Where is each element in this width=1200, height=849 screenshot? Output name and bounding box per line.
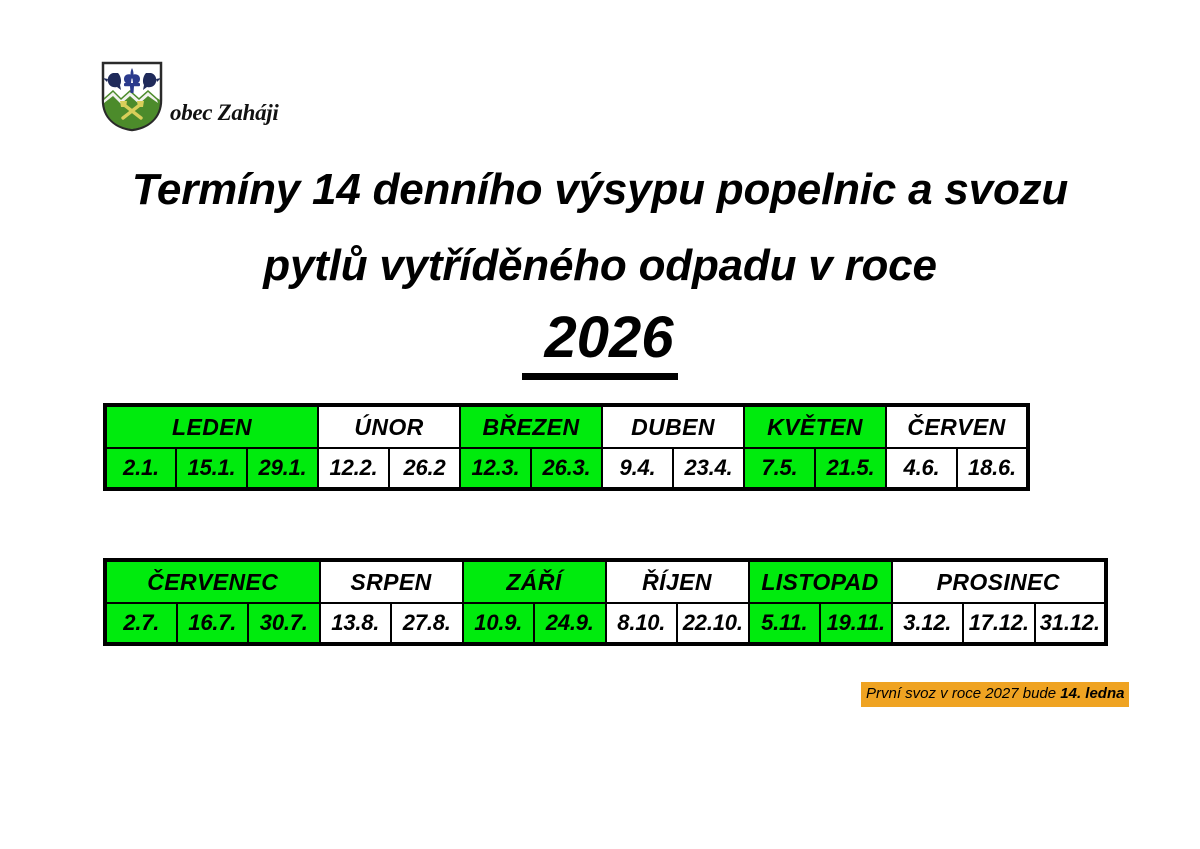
collection-date-cell: 4.6. <box>885 447 958 490</box>
collection-date-cell: 16.7. <box>175 602 249 645</box>
collection-date-cell: 7.5. <box>743 447 816 490</box>
collection-date-cell: 31.12. <box>1033 602 1107 645</box>
month-header-cell: KVĚTEN <box>743 404 887 449</box>
collection-date-cell: 12.3. <box>459 447 532 490</box>
schedule-table-body: ČERVENEC SRPEN ZÁŘÍ ŘÍJEN LISTOPAD PROSINEC 2.… <box>104 559 1107 645</box>
collection-date-cell: 5.11. <box>747 602 821 645</box>
month-header-row: LEDEN ÚNOR BŘEZEN DUBEN KVĚTEN ČERVEN <box>104 404 1029 449</box>
title-line-2: pytlů vytříděného odpadu v roce <box>263 241 937 290</box>
collection-date-cell: 23.4. <box>672 447 745 490</box>
collection-date-cell: 10.9. <box>461 602 535 645</box>
collection-date-cell: 19.11. <box>819 602 893 645</box>
schedule-table-first-half: LEDEN ÚNOR BŘEZEN DUBEN KVĚTEN ČERVEN 2.1. 15.1… <box>103 403 1030 491</box>
month-header-cell: ÚNOR <box>317 404 461 449</box>
schedule-table-second-half: ČERVENEC SRPEN ZÁŘÍ ŘÍJEN LISTOPAD PROSINEC 2.… <box>103 558 1108 646</box>
note-emphasis: 14. ledna <box>1060 685 1125 702</box>
month-header-cell: ČERVENEC <box>104 559 321 604</box>
collection-date-cell: 18.6. <box>956 447 1029 490</box>
year-heading: 2026 <box>522 305 678 380</box>
note-prefix: První svoz v roce 2027 bude <box>866 685 1061 702</box>
month-header-cell: PROSINEC <box>890 559 1107 604</box>
page-title: Termíny 14 denního výsypu popelnic a svo… <box>0 152 1200 304</box>
month-header-row: ČERVENEC SRPEN ZÁŘÍ ŘÍJEN LISTOPAD PROSINEC <box>104 559 1107 604</box>
collection-date-cell: 26.3. <box>530 447 603 490</box>
municipality-logo: obec Zaháji <box>100 60 279 132</box>
title-line-1: Termíny 14 denního výsypu popelnic a svo… <box>131 165 1069 214</box>
coat-of-arms-icon <box>101 61 163 132</box>
collection-dates-row: 2.1. 15.1. 29.1. 12.2. 26.2 12.3. 26.3. 9.4. 23.… <box>104 447 1029 490</box>
collection-date-cell: 26.2 <box>388 447 461 490</box>
collection-date-cell: 9.4. <box>601 447 674 490</box>
month-header-cell: ZÁŘÍ <box>461 559 607 604</box>
collection-date-cell: 12.2. <box>317 447 390 490</box>
collection-date-cell: 24.9. <box>533 602 607 645</box>
month-header-cell: ŘÍJEN <box>604 559 750 604</box>
collection-date-cell: 3.12. <box>890 602 964 645</box>
collection-date-cell: 21.5. <box>814 447 887 490</box>
month-header-cell: BŘEZEN <box>459 404 603 449</box>
collection-date-cell: 29.1. <box>246 447 319 490</box>
municipality-name: obec Zaháji <box>170 100 279 125</box>
collection-dates-row: 2.7. 16.7. 30.7. 13.8. 27.8. 10.9. 24.9. 8.10. 2… <box>104 602 1107 645</box>
collection-date-cell: 2.1. <box>104 447 177 490</box>
collection-date-cell: 30.7. <box>247 602 321 645</box>
month-header-cell: LISTOPAD <box>747 559 893 604</box>
next-year-note: První svoz v roce 2027 bude 14. ledna <box>861 682 1130 707</box>
year-heading-wrap: 2026 <box>0 305 1200 380</box>
month-header-cell: LEDEN <box>104 404 319 449</box>
collection-date-cell: 2.7. <box>104 602 178 645</box>
month-header-cell: ČERVEN <box>885 404 1029 449</box>
collection-date-cell: 8.10. <box>604 602 678 645</box>
collection-date-cell: 15.1. <box>175 447 248 490</box>
collection-date-cell: 22.10. <box>676 602 750 645</box>
collection-date-cell: 17.12. <box>962 602 1036 645</box>
collection-date-cell: 27.8. <box>390 602 464 645</box>
collection-date-cell: 13.8. <box>318 602 392 645</box>
month-header-cell: DUBEN <box>601 404 745 449</box>
schedule-table-body: LEDEN ÚNOR BŘEZEN DUBEN KVĚTEN ČERVEN 2.1. 15.1… <box>104 404 1029 490</box>
month-header-cell: SRPEN <box>318 559 464 604</box>
